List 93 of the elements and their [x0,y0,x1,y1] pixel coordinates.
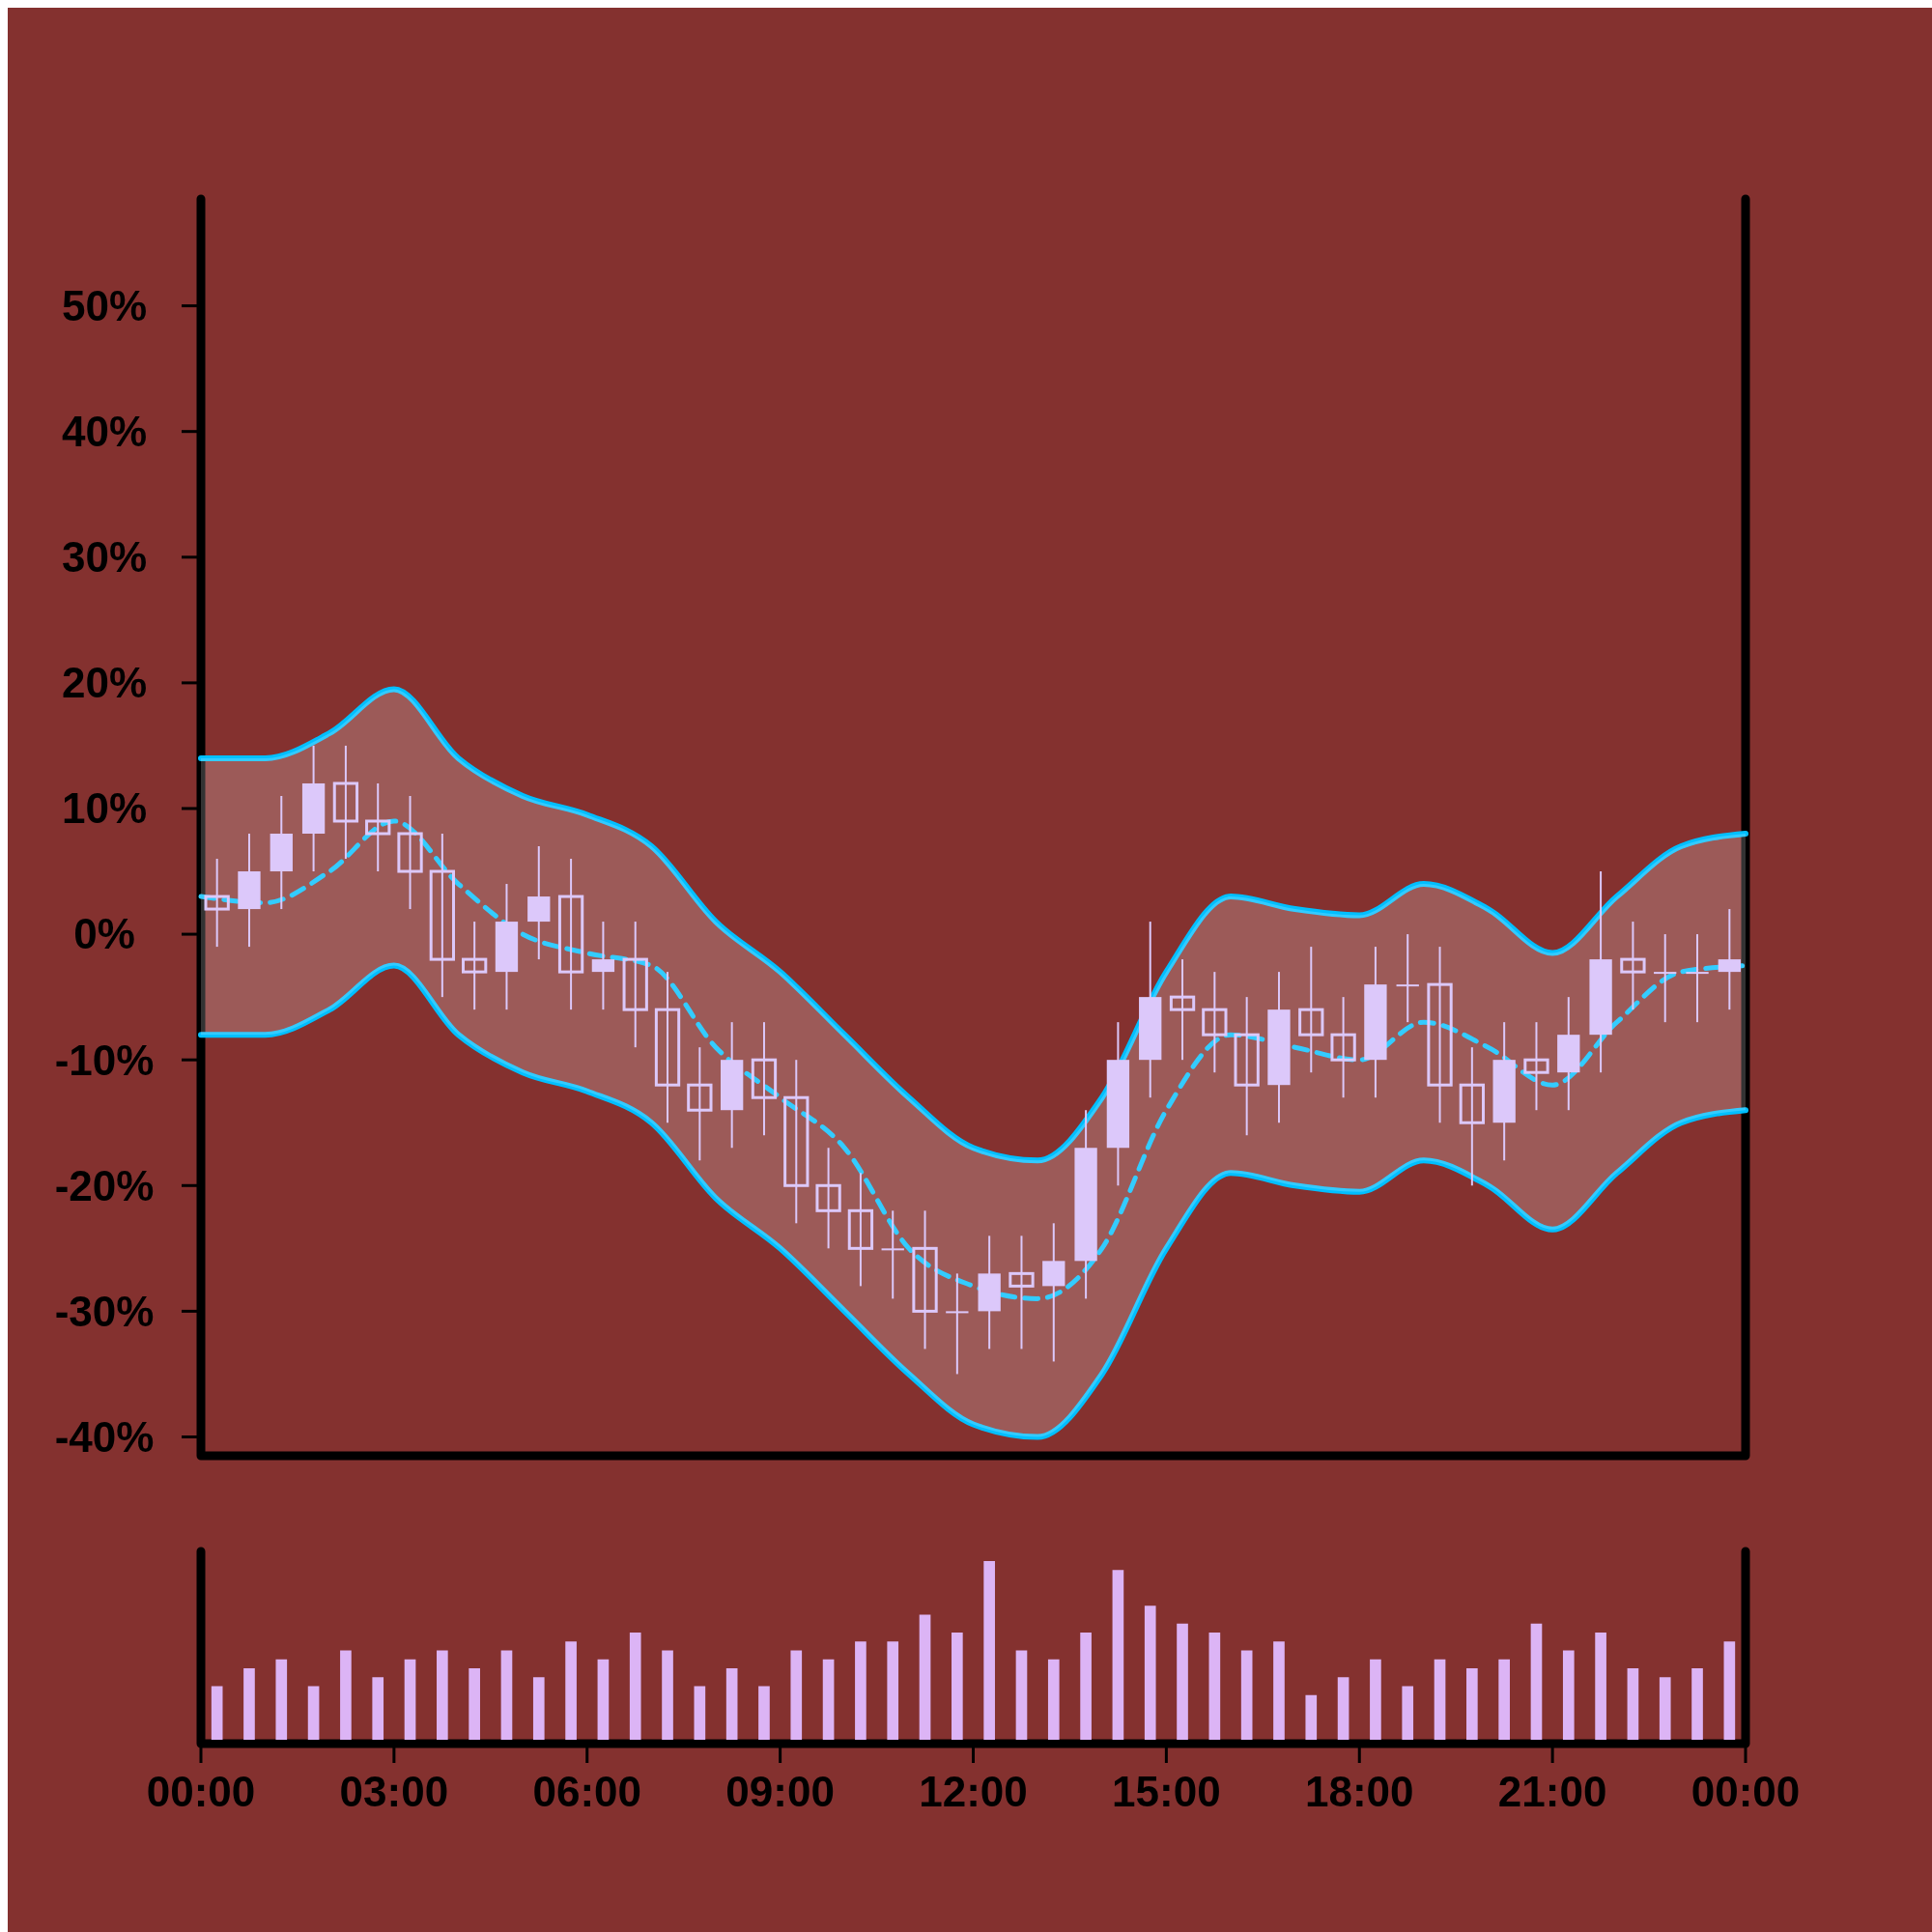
x-tick-label: 18:00 [1304,1768,1414,1815]
bar [1723,1641,1736,1740]
bar [855,1641,867,1740]
x-tick-label: 00:00 [1690,1768,1801,1815]
y-tick-label: -20% [54,1161,155,1209]
candlestick [654,971,681,1124]
x-tick-label: 06:00 [532,1768,642,1815]
candlestick [1234,996,1260,1137]
bar [629,1633,641,1740]
candlestick [622,921,648,1049]
bar [758,1686,770,1740]
candlestick [591,921,615,1011]
bar [1080,1633,1092,1740]
candlestick [1459,1046,1485,1187]
bar [1466,1668,1478,1740]
x-tick-label: 00:00 [146,1768,256,1815]
bar [243,1668,255,1740]
candlestick [462,921,488,1011]
candlestick [429,833,455,999]
bar [1691,1668,1703,1740]
bar [1498,1659,1510,1740]
bar [983,1561,995,1740]
bar [597,1659,610,1740]
y-tick-label: 10% [61,784,148,833]
candlestick [687,1046,713,1162]
y-tick-label: -30% [54,1287,155,1335]
bar [1305,1694,1318,1740]
y-tick-label: 0% [73,910,135,958]
bar [919,1614,931,1740]
candlestick [1202,971,1228,1074]
bar [1530,1623,1543,1740]
candlestick [1169,958,1196,1062]
candlestick [912,1209,938,1350]
bar [1047,1659,1060,1740]
bar [1627,1668,1639,1740]
candlestick [1330,996,1356,1099]
bar [1337,1677,1350,1740]
x-tick-label: 15:00 [1112,1768,1221,1815]
bar [565,1641,577,1740]
bar [1112,1570,1124,1740]
bar [1273,1641,1285,1740]
y-tick-label: 20% [61,659,148,707]
candlestick [1427,946,1453,1124]
bar [694,1686,706,1740]
bar [1015,1650,1028,1740]
bar [500,1650,513,1740]
bar [1434,1659,1446,1740]
candlestick [365,781,391,873]
bar [1370,1659,1381,1740]
bar [1562,1650,1575,1740]
candlestick [751,1021,778,1137]
bar [1208,1633,1221,1740]
bar [275,1659,288,1740]
bar [790,1650,803,1740]
y-tick-label: -40% [54,1412,155,1461]
y-tick-label: 30% [61,533,148,582]
bar [1240,1650,1253,1740]
candlestick [1298,946,1324,1074]
x-tick-label: 12:00 [919,1768,1028,1815]
bar [340,1650,352,1740]
candlestick [1009,1235,1035,1350]
candlestick [1523,1021,1549,1112]
candlestick [557,858,584,1011]
bar [372,1677,384,1740]
candlestick [847,1172,874,1288]
bar [662,1650,673,1740]
bar [1659,1677,1671,1740]
candlestick [204,858,230,949]
bar [1402,1686,1414,1740]
bar [887,1641,899,1740]
x-tick-label: 03:00 [339,1768,449,1815]
bar [952,1633,963,1740]
x-tick-label: 09:00 [725,1768,835,1815]
candlestick [332,744,359,861]
x-tick-label: 21:00 [1497,1768,1607,1815]
y-tick-label: 40% [61,408,148,456]
candlestick [1620,921,1646,1011]
bar [1595,1633,1606,1740]
bar [1177,1623,1188,1740]
bar [307,1686,320,1740]
bar [532,1677,545,1740]
bar [725,1668,738,1740]
bar [211,1686,223,1740]
candlestick [815,1147,841,1250]
bar [404,1659,416,1740]
y-tick-label: 50% [61,281,148,329]
bar [437,1650,448,1740]
bar [469,1668,480,1740]
candlestick [783,1059,810,1225]
y-tick-label: -10% [54,1036,155,1084]
bar [1144,1605,1156,1740]
bar [822,1659,835,1740]
candlestick [397,794,423,911]
